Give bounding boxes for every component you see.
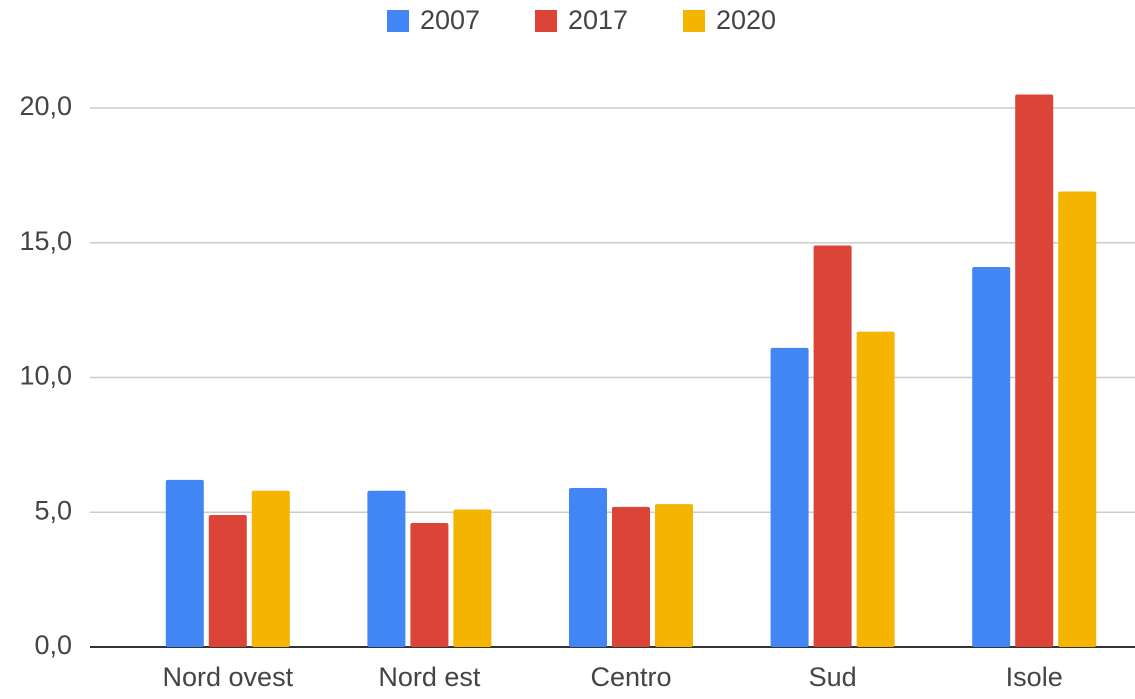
y-tick-label: 20,0: [19, 91, 72, 121]
x-tick-label: Sud: [809, 662, 857, 692]
bar: [569, 487, 607, 647]
y-tick-label: 15,0: [19, 226, 72, 256]
legend-label: 2017: [568, 5, 628, 35]
bar: [410, 523, 449, 647]
bar: [655, 504, 693, 647]
legend-swatch: [535, 10, 557, 32]
bar: [367, 490, 406, 647]
bar: [453, 509, 492, 647]
bar: [856, 331, 895, 647]
bar: [813, 245, 852, 647]
x-tick-label: Centro: [590, 662, 671, 692]
bar: [770, 347, 809, 647]
x-tick-label: Isole: [1006, 662, 1063, 692]
legend-label: 2020: [716, 5, 776, 35]
bar: [612, 506, 650, 647]
x-tick-label: Nord est: [378, 662, 481, 692]
legend-swatch: [683, 10, 705, 32]
bar: [251, 490, 290, 647]
bar: [165, 479, 204, 647]
x-tick-label: Nord ovest: [163, 662, 294, 692]
y-tick-label: 0,0: [34, 630, 72, 660]
y-tick-label: 10,0: [19, 361, 72, 391]
y-tick-label: 5,0: [34, 495, 72, 525]
bar: [1015, 94, 1054, 647]
legend-swatch: [387, 10, 409, 32]
bar: [972, 267, 1011, 647]
bar: [1058, 191, 1097, 648]
bar: [208, 514, 247, 647]
legend-label: 2007: [420, 5, 480, 35]
